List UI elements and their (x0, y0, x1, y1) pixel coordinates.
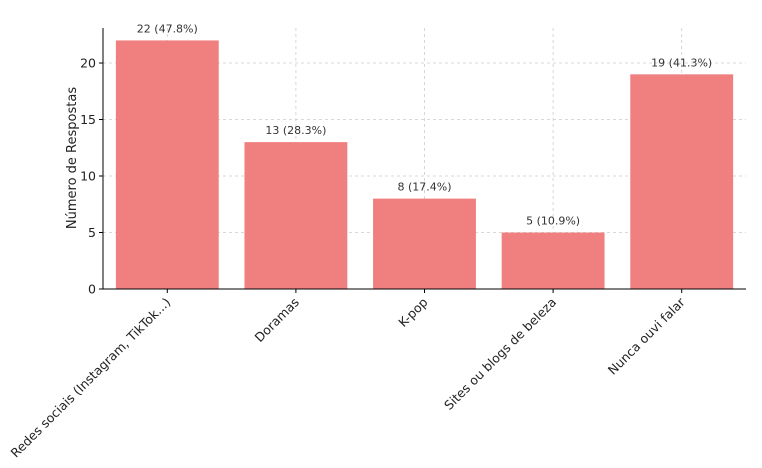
data-labels: 22 (47.8%) 13 (28.3%) 8 (17.4%) 5 (10.9%) 19… (137, 22, 712, 227)
bar-value-label: 8 (17.4%) (397, 181, 451, 194)
x-category-label: Doramas (252, 295, 303, 346)
category-labels: Redes sociais (Instagram, TikTok...) Dora… (8, 294, 689, 461)
bar (373, 198, 476, 289)
bar-value-label: 22 (47.8%) (137, 22, 198, 35)
y-tick-label: 20 (80, 56, 96, 71)
bar (630, 74, 734, 289)
y-tick-label: 0 (88, 282, 96, 297)
y-ticks: 0 5 10 15 20 (80, 56, 683, 297)
bar (115, 40, 219, 289)
bars (115, 40, 734, 289)
x-category-label: Sites ou blogs de beleza (441, 295, 559, 413)
x-category-label: K-pop (395, 294, 430, 329)
y-axis-title: Número de Respostas (65, 87, 80, 229)
bar-value-label: 13 (28.3%) (265, 124, 326, 137)
bar-value-label: 5 (10.9%) (526, 215, 580, 228)
x-category-label: Redes sociais (Instagram, TikTok...) (8, 295, 174, 461)
y-tick-label: 5 (88, 225, 96, 240)
y-tick-label: 15 (80, 112, 96, 127)
bar-value-label: 19 (41.3%) (651, 56, 712, 69)
bar (501, 232, 605, 289)
y-tick-label: 10 (80, 169, 96, 184)
bar (244, 142, 348, 289)
x-category-label: Nunca ouvi falar (605, 294, 689, 378)
